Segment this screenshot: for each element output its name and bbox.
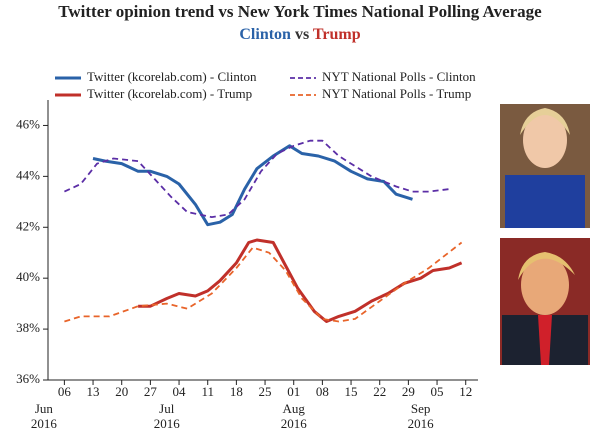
photo-face [521, 255, 569, 315]
month-label: Jun [35, 401, 54, 416]
series-line [64, 241, 463, 323]
year-label: 2016 [31, 416, 58, 431]
y-tick-label: 46% [16, 116, 40, 131]
year-label: 2016 [408, 416, 435, 431]
y-tick-label: 36% [16, 371, 40, 386]
trump-photo [500, 238, 590, 365]
x-tick-label: 18 [230, 384, 243, 399]
chart-subtitle: Clinton vs Trump [239, 26, 360, 43]
x-tick-label: 20 [115, 384, 128, 399]
legend-label: NYT National Polls - Trump [322, 86, 471, 101]
x-tick-label: 13 [87, 384, 100, 399]
subtitle-part: vs [295, 26, 309, 43]
series-line [92, 144, 413, 227]
clinton-photo [500, 104, 590, 228]
x-tick-label: 12 [459, 384, 472, 399]
x-tick-label: 22 [373, 384, 386, 399]
x-tick-label: 29 [402, 384, 415, 399]
photo-jacket [505, 175, 585, 228]
x-tick-label: 25 [259, 384, 272, 399]
legend-label: Twitter (kcorelab.com) - Trump [87, 86, 252, 101]
subtitle-part: Trump [313, 26, 361, 43]
photo-hair [518, 252, 575, 280]
legend-label: NYT National Polls - Clinton [322, 69, 476, 84]
year-label: 2016 [154, 416, 181, 431]
photo-face [523, 112, 567, 168]
y-tick-label: 44% [16, 167, 40, 182]
y-tick-label: 38% [16, 320, 40, 335]
x-tick-label: 06 [58, 384, 72, 399]
month-label: Sep [411, 401, 431, 416]
x-tick-label: 11 [201, 384, 214, 399]
x-tick-label: 01 [287, 384, 300, 399]
y-tick-label: 40% [16, 269, 40, 284]
x-tick-label: 05 [431, 384, 444, 399]
legend-label: Twitter (kcorelab.com) - Clinton [87, 69, 257, 84]
x-tick-label: 08 [316, 384, 329, 399]
photo-hair [520, 108, 570, 135]
month-label: Jul [159, 401, 175, 416]
subtitle-part: Clinton [239, 26, 291, 43]
series-line [64, 139, 450, 218]
photo-tie [538, 315, 552, 365]
month-label: Aug [283, 401, 306, 416]
x-tick-label: 04 [173, 384, 187, 399]
y-tick-label: 42% [16, 218, 40, 233]
chart-title: Twitter opinion trend vs New York Times … [58, 2, 542, 21]
x-tick-label: 27 [144, 384, 158, 399]
x-tick-label: 15 [345, 384, 358, 399]
year-label: 2016 [281, 416, 308, 431]
